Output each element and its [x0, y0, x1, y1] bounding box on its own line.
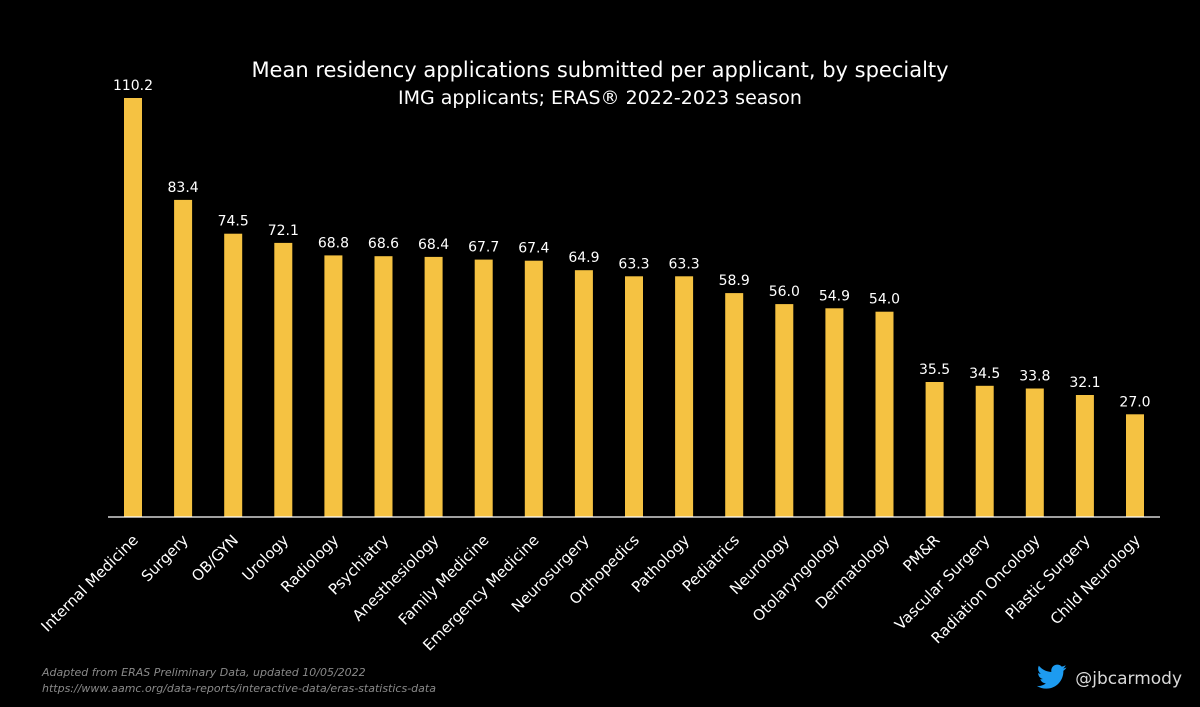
- category-label-15: Otolaryngology: [749, 531, 843, 625]
- twitter-bird-icon: [1037, 664, 1067, 694]
- bar-8: [474, 259, 493, 517]
- bar-10: [574, 270, 593, 517]
- value-label-2: 83.4: [168, 180, 199, 196]
- category-label-2: Surgery: [138, 531, 192, 585]
- value-labels-group: 110.2 83.4 74.5 72.1 68.8 68.6 68.4 67.7 67.4 64.…: [113, 78, 1151, 410]
- value-label-10: 64.9: [568, 250, 599, 266]
- bar-18: [975, 385, 994, 517]
- value-label-6: 68.6: [368, 236, 399, 252]
- source-note-line2: https://www.aamc.org/data-reports/intera…: [42, 682, 436, 695]
- value-label-9: 67.4: [518, 241, 549, 257]
- category-label-7: Anesthesiology: [349, 531, 443, 625]
- twitter-handle[interactable]: @jbcarmody: [1037, 664, 1182, 694]
- value-label-17: 35.5: [919, 362, 950, 378]
- value-label-11: 63.3: [618, 256, 649, 272]
- bar-12: [675, 276, 694, 517]
- category-labels-group: Internal MedicineSurgeryOB/GYNUrologyRad…: [37, 531, 1143, 654]
- value-label-12: 63.3: [669, 256, 700, 272]
- value-label-20: 32.1: [1069, 375, 1100, 391]
- bars-group: [124, 98, 1144, 517]
- bar-16: [875, 311, 894, 517]
- category-label-3: OB/GYN: [188, 531, 242, 585]
- chart-title: Mean residency applications submitted pe…: [251, 58, 948, 82]
- bar-2: [174, 199, 193, 517]
- bar-14: [775, 304, 794, 517]
- category-label-1: Internal Medicine: [37, 531, 141, 635]
- category-label-17: PM&R: [900, 531, 944, 575]
- value-label-21: 27.0: [1119, 394, 1150, 410]
- value-label-7: 68.4: [418, 237, 449, 253]
- value-label-1: 110.2: [113, 78, 153, 94]
- bar-3: [224, 233, 243, 517]
- bar-6: [374, 256, 393, 517]
- twitter-handle-text: @jbcarmody: [1075, 669, 1182, 689]
- category-label-8: Family Medicine: [395, 531, 493, 629]
- value-label-18: 34.5: [969, 366, 1000, 382]
- chart-subtitle: IMG applicants; ERAS® 2022-2023 season: [398, 87, 802, 109]
- bar-17: [925, 382, 944, 517]
- value-label-14: 56.0: [769, 284, 800, 300]
- bar-4: [274, 242, 293, 517]
- bar-15: [825, 308, 844, 517]
- bar-7: [424, 256, 443, 517]
- category-label-20: Plastic Surgery: [1002, 531, 1094, 623]
- bar-5: [324, 255, 343, 517]
- bar-11: [625, 276, 643, 517]
- bar-21: [1126, 414, 1144, 517]
- bar-1: [124, 98, 142, 517]
- bar-13: [725, 293, 744, 517]
- bar-20: [1075, 395, 1094, 517]
- value-label-3: 74.5: [218, 214, 249, 230]
- value-label-19: 33.8: [1019, 369, 1050, 385]
- bar-19: [1025, 388, 1044, 517]
- category-label-18: Vascular Surgery: [891, 531, 994, 634]
- bar-9: [524, 260, 543, 517]
- value-label-15: 54.9: [819, 288, 850, 304]
- value-label-16: 54.0: [869, 292, 900, 308]
- value-label-5: 68.8: [318, 235, 349, 251]
- value-label-8: 67.7: [468, 240, 499, 256]
- value-label-4: 72.1: [268, 223, 299, 239]
- source-note-line1: Adapted from ERAS Preliminary Data, upda…: [42, 666, 366, 679]
- value-label-13: 58.9: [719, 273, 750, 289]
- category-label-21: Child Neurology: [1047, 531, 1144, 628]
